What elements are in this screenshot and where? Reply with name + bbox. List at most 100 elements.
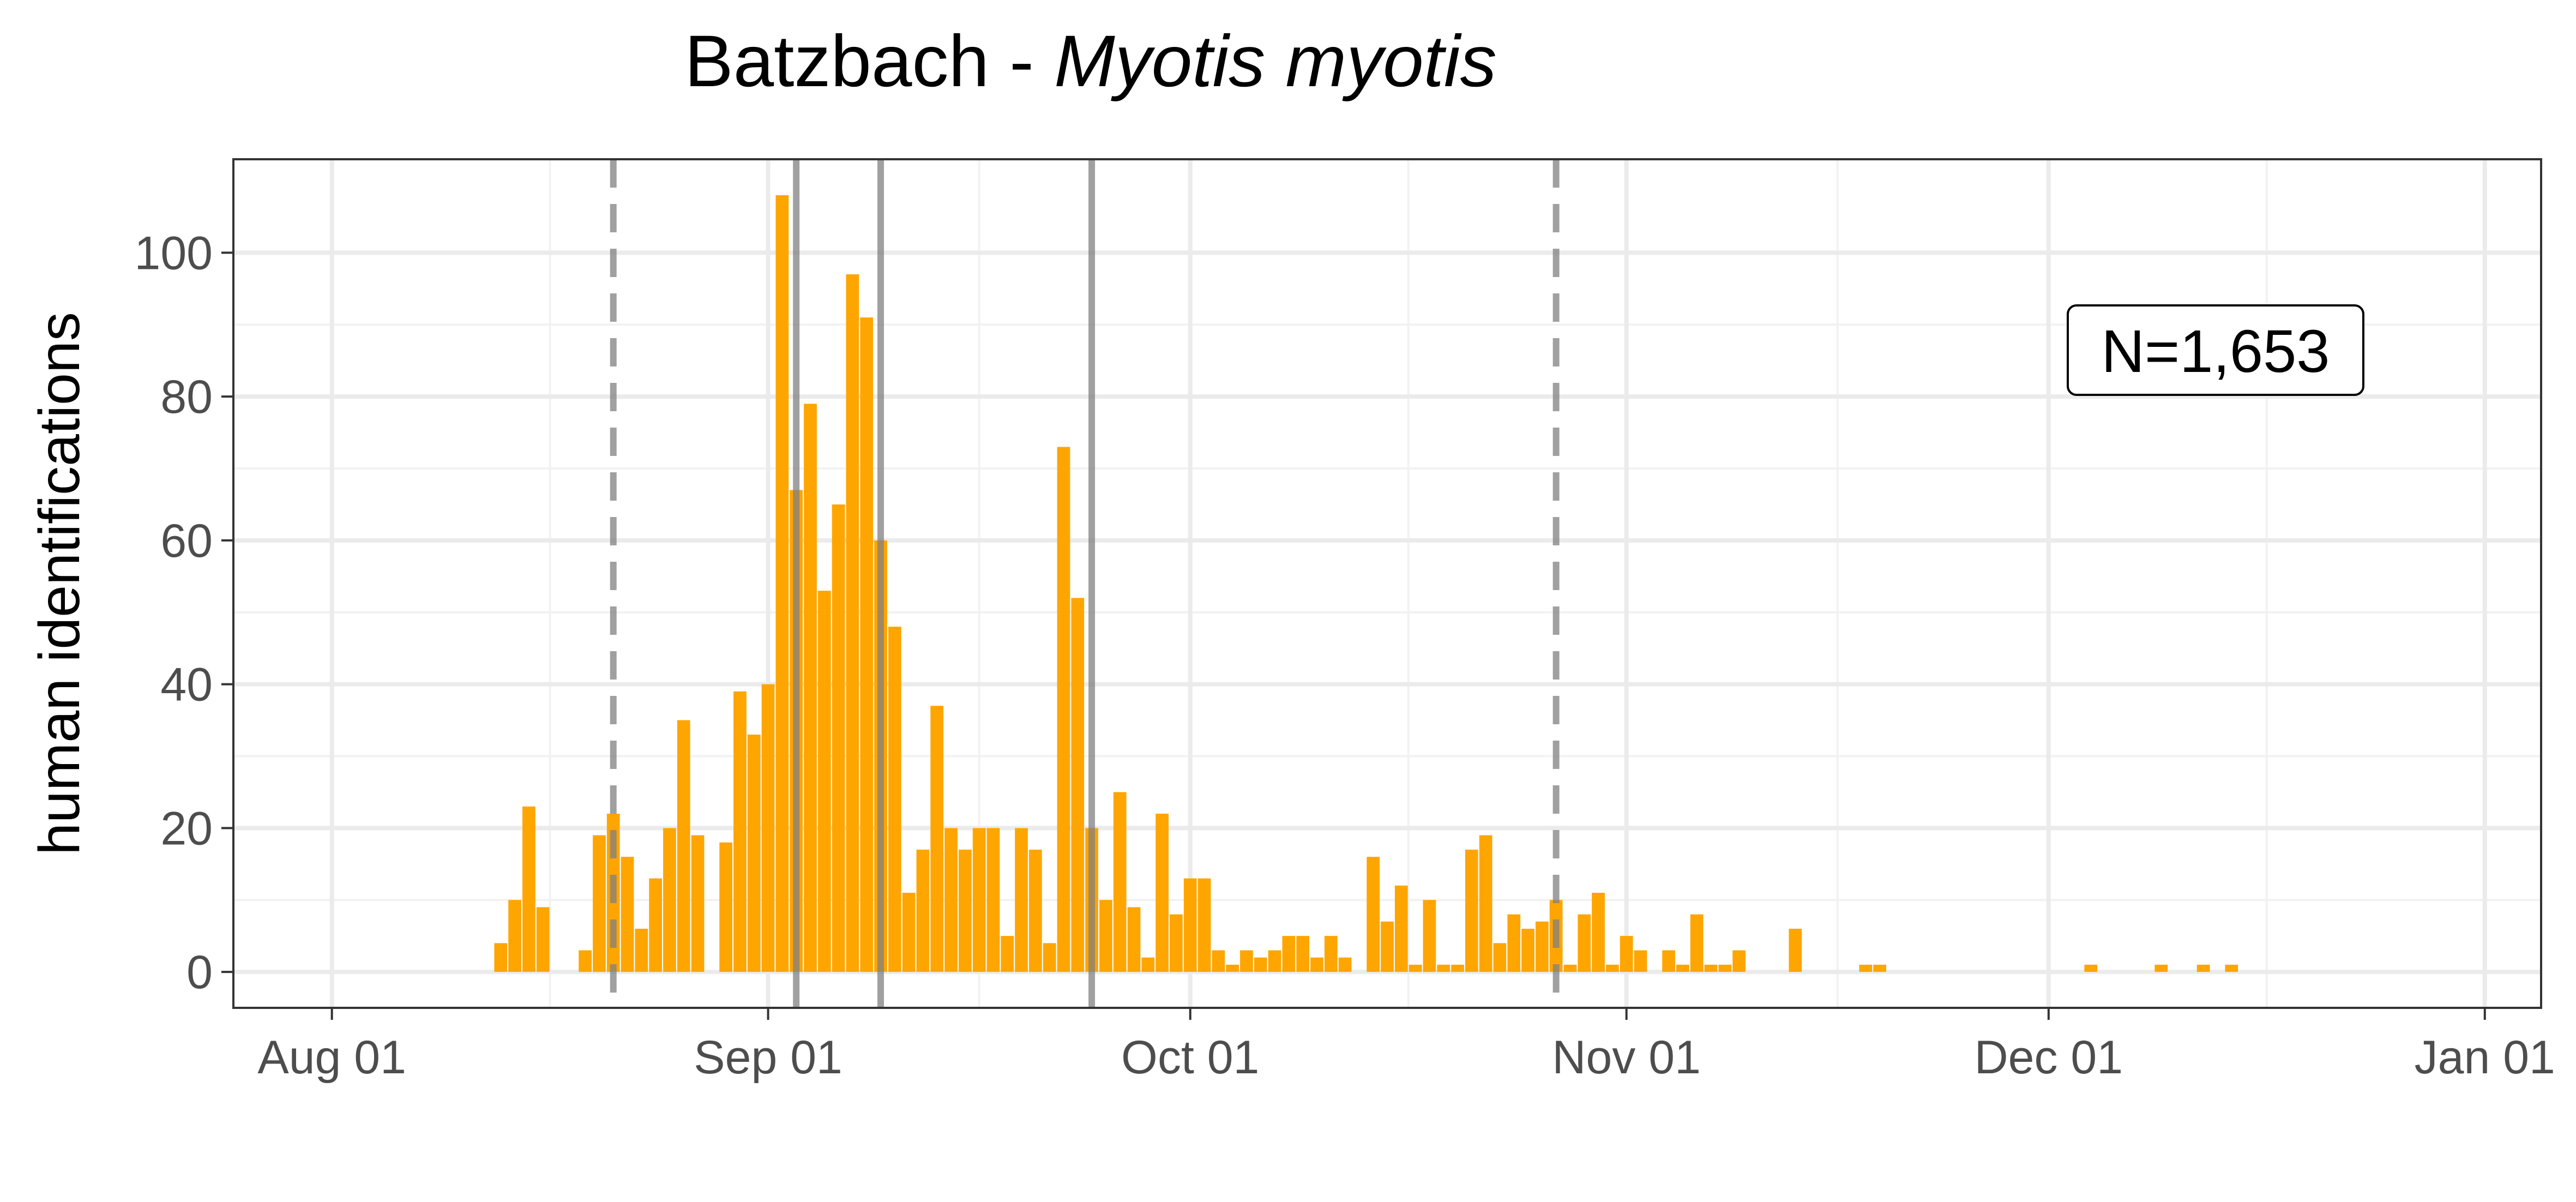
bars: [494, 195, 2238, 972]
bar: [1578, 914, 1591, 972]
bar: [1493, 943, 1507, 972]
y-tick-label: 100: [135, 227, 213, 279]
bar: [1029, 849, 1042, 972]
bar: [1451, 964, 1464, 972]
bar: [1507, 914, 1521, 972]
bar: [635, 928, 648, 972]
bar: [1170, 914, 1183, 972]
bar: [663, 828, 676, 972]
bar: [733, 691, 747, 972]
y-tick-label: 80: [160, 371, 213, 423]
bar: [1423, 900, 1436, 972]
bar: [1563, 964, 1577, 972]
bar: [888, 627, 901, 972]
bar: [1001, 936, 1014, 972]
bar: [1015, 828, 1028, 972]
bar: [1676, 964, 1689, 972]
bar: [1099, 900, 1112, 972]
bar: [508, 900, 521, 972]
bar: [1071, 598, 1085, 972]
bar: [536, 907, 550, 972]
bar: [1465, 849, 1478, 972]
bar: [579, 950, 592, 972]
bar: [677, 720, 690, 972]
bar: [761, 684, 775, 972]
annotation-box: [2067, 304, 2364, 396]
bar: [1521, 928, 1534, 972]
bar: [747, 734, 761, 972]
bar: [1268, 950, 1281, 972]
y-axis: 0 20 40 60 80 100: [135, 227, 233, 999]
bar: [775, 195, 789, 972]
bar: [1310, 957, 1323, 972]
bar: [1155, 813, 1169, 972]
bar: [1113, 792, 1127, 972]
plot-border: [232, 158, 2542, 1009]
bar: [1479, 835, 1492, 972]
bar: [902, 893, 916, 972]
bar: [2084, 964, 2098, 972]
bar: [1535, 921, 1549, 972]
y-tick-label: 0: [186, 946, 213, 999]
x-tick-label: Nov 01: [1552, 1031, 1701, 1084]
bar: [916, 849, 930, 972]
bar: [1437, 964, 1450, 972]
bar: [1381, 921, 1394, 972]
bar: [2225, 964, 2238, 972]
annotation-label: N=1,653: [2102, 318, 2330, 385]
bar: [1409, 964, 1422, 972]
x-tick-label: Oct 01: [1121, 1031, 1259, 1084]
bar: [522, 806, 535, 972]
bar: [1367, 857, 1380, 972]
bar: [691, 835, 705, 972]
bar: [860, 317, 874, 972]
bar: [1859, 964, 1873, 972]
chart-title-site: Batzbach -: [684, 21, 1054, 102]
bar: [1197, 878, 1211, 972]
bar: [1592, 893, 1605, 972]
bar: [1606, 964, 1619, 972]
x-tick-label: Dec 01: [1975, 1031, 2123, 1084]
bar: [1212, 950, 1225, 972]
bar: [1043, 943, 1056, 972]
bar: [846, 274, 859, 972]
y-axis-title: human identifications: [27, 312, 92, 855]
bar: [986, 828, 1000, 972]
bar: [1732, 950, 1746, 972]
bar: [1141, 957, 1155, 972]
y-tick-label: 40: [160, 659, 213, 711]
bar: [1690, 914, 1704, 972]
bar: [1324, 936, 1338, 972]
bar: [1704, 964, 1718, 972]
x-tick-label: Jan 01: [2415, 1031, 2555, 1084]
bar: [1057, 447, 1070, 972]
x-tick-label: Sep 01: [694, 1031, 842, 1084]
y-tick-label: 20: [160, 802, 213, 855]
bar: [2196, 964, 2210, 972]
bar: [1240, 950, 1253, 972]
bar: [1718, 964, 1732, 972]
bar: [1127, 907, 1141, 972]
bar: [1620, 936, 1633, 972]
bar: [1183, 878, 1197, 972]
bar: [1662, 950, 1675, 972]
bar: [972, 828, 986, 972]
chart-title-species: Myotis myotis: [1054, 21, 1497, 102]
bar: [1282, 936, 1296, 972]
bar: [1634, 950, 1647, 972]
bar: [1789, 928, 1802, 972]
bar: [494, 943, 508, 972]
bar: [832, 504, 845, 972]
bar: [593, 835, 606, 972]
x-tick-label: Aug 01: [257, 1031, 406, 1084]
y-tick-label: 60: [160, 515, 213, 567]
bar: [930, 706, 944, 972]
bar: [1254, 957, 1267, 972]
bar: [2154, 964, 2168, 972]
bar: [621, 857, 634, 972]
reference-lines: [610, 159, 1560, 1008]
chart-title: Batzbach - Myotis myotis: [684, 21, 1496, 102]
bar: [1873, 964, 1887, 972]
x-axis: Aug 01 Sep 01 Oct 01 Nov 01 Dec 01 Jan 01: [257, 1008, 2555, 1084]
